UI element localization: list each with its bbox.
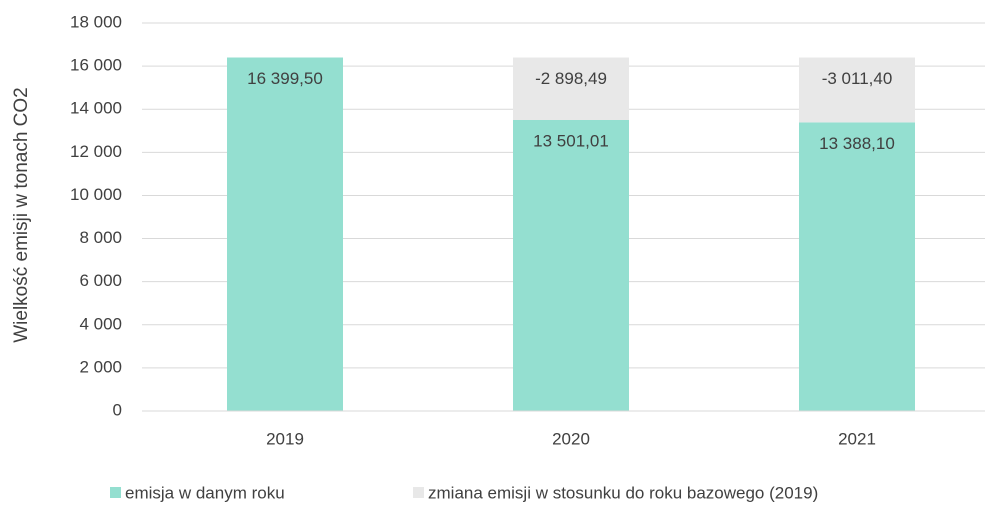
x-tick-label: 2020 — [552, 429, 590, 448]
y-tick-label: 0 — [113, 400, 122, 419]
y-tick-label: 8 000 — [79, 228, 122, 247]
data-label: 16 399,50 — [247, 69, 323, 88]
bar — [227, 57, 343, 412]
bar — [799, 57, 915, 123]
y-tick-label: 14 000 — [70, 99, 122, 118]
legend-label: emisja w danym roku — [125, 483, 285, 502]
x-tick-label: 2021 — [838, 429, 876, 448]
y-tick-label: 12 000 — [70, 142, 122, 161]
y-tick-label: 4 000 — [79, 314, 122, 333]
x-tick-label: 2019 — [266, 429, 304, 448]
y-tick-label: 6 000 — [79, 271, 122, 290]
bar — [513, 119, 629, 412]
y-tick-label: 2 000 — [79, 357, 122, 376]
y-tick-label: 16 000 — [70, 56, 122, 75]
data-label: 13 501,01 — [533, 131, 609, 150]
y-tick-label: 10 000 — [70, 185, 122, 204]
data-label: 13 388,10 — [819, 134, 895, 153]
bar — [799, 122, 915, 412]
legend-swatch — [110, 487, 121, 498]
y-tick-label: 18 000 — [70, 12, 122, 31]
y-axis-title: Wielkość emisji w tonach CO2 — [11, 87, 32, 343]
legend-swatch — [413, 487, 424, 498]
data-label: -2 898,49 — [535, 69, 607, 88]
legend-label: zmiana emisji w stosunku do roku bazoweg… — [428, 483, 818, 502]
data-label: -3 011,40 — [822, 69, 893, 88]
bar — [513, 57, 629, 120]
